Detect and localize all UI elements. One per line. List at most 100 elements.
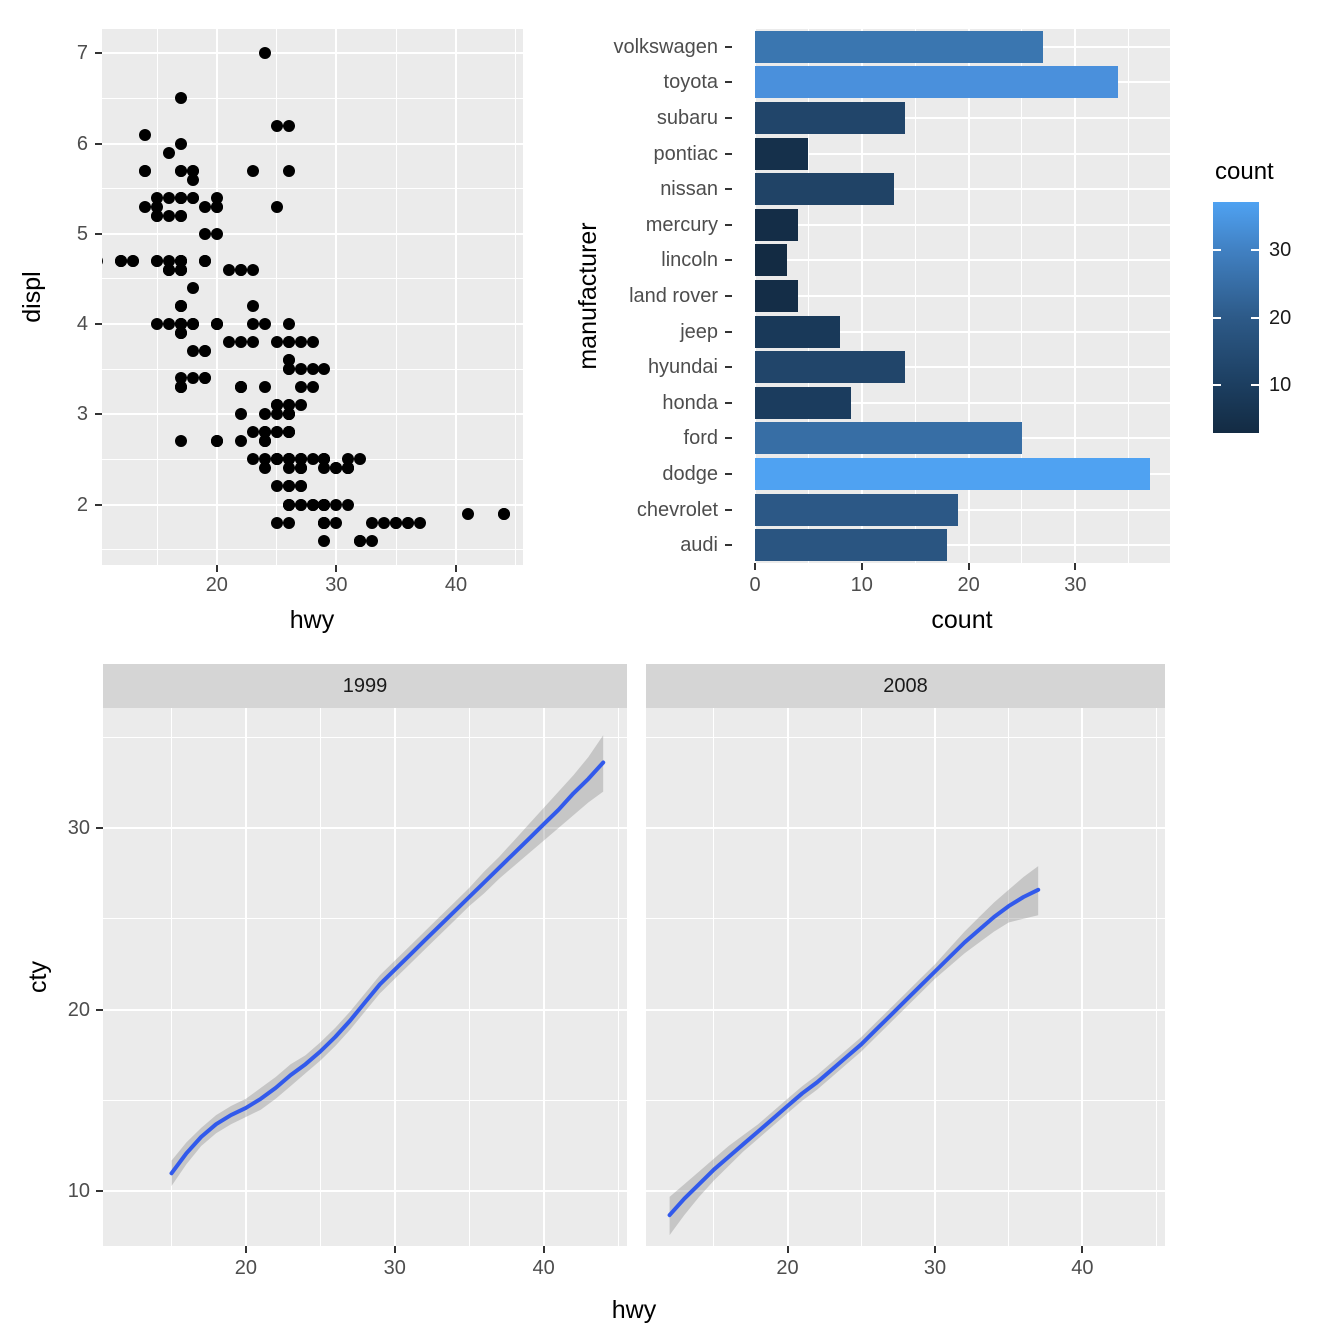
horizontal-gridline xyxy=(755,401,1170,404)
scatter-point xyxy=(246,318,259,331)
tick-mark xyxy=(95,142,102,145)
scatter-point xyxy=(222,336,235,349)
y-tick-label: 4 xyxy=(76,313,88,336)
tick-mark xyxy=(725,401,732,404)
y-tick-label: 5 xyxy=(76,222,88,245)
scatter-point xyxy=(282,453,295,466)
horizontal-gridline xyxy=(102,97,523,99)
bar xyxy=(755,280,798,312)
vertical-gridline xyxy=(1081,708,1084,1246)
confidence-ribbon xyxy=(171,735,604,1186)
scatter-point xyxy=(270,399,283,412)
horizontal-gridline xyxy=(102,278,523,280)
scatter-point xyxy=(258,408,271,421)
y-tick-label: 10 xyxy=(67,1180,90,1203)
facet-x-axis-title: hwy xyxy=(611,1296,657,1324)
scatter-point xyxy=(210,200,223,213)
scatter-point xyxy=(198,254,211,267)
x-tick-label: 20 xyxy=(957,574,980,596)
scatter-point xyxy=(139,164,152,177)
scatter-point xyxy=(318,498,331,511)
y-tick-label: 3 xyxy=(76,403,88,426)
scatter-point xyxy=(234,408,247,421)
tick-mark xyxy=(725,152,732,155)
scatter-point xyxy=(174,164,187,177)
x-tick-label: 20 xyxy=(776,1257,799,1279)
scatter-point xyxy=(162,318,175,331)
horizontal-gridline xyxy=(755,544,1170,547)
scatter-point xyxy=(282,480,295,493)
vertical-gridline xyxy=(393,708,396,1246)
scatter-point xyxy=(186,345,199,358)
vertical-gridline xyxy=(395,29,397,565)
category-label: volkswagen xyxy=(613,35,718,58)
scatter-point xyxy=(342,453,355,466)
horizontal-gridline xyxy=(103,1100,627,1102)
scatter-point xyxy=(174,318,187,331)
x-tick-label: 40 xyxy=(532,1257,555,1279)
category-label: audi xyxy=(680,534,718,557)
scatter-point xyxy=(306,381,319,394)
y-tick-label: 7 xyxy=(76,42,88,65)
tick-mark xyxy=(542,1246,545,1253)
scatter-point xyxy=(330,462,343,475)
scatter-point xyxy=(174,209,187,222)
horizontal-gridline xyxy=(103,736,627,738)
scatter-point xyxy=(258,435,271,448)
legend-tick xyxy=(1213,248,1221,251)
tick-mark xyxy=(96,826,103,829)
legend-tick-label: 20 xyxy=(1269,306,1292,329)
vertical-gridline xyxy=(914,29,916,563)
scatter-x-axis-title: hwy xyxy=(289,606,335,634)
tick-mark xyxy=(95,503,102,506)
smooth-layer xyxy=(169,735,606,1186)
category-label: pontiac xyxy=(653,142,719,165)
tick-mark xyxy=(95,413,102,416)
smooth-layer xyxy=(667,866,1041,1236)
horizontal-gridline xyxy=(102,413,523,416)
horizontal-gridline xyxy=(755,188,1170,191)
category-label: dodge xyxy=(662,463,718,485)
tick-mark xyxy=(215,565,218,572)
legend-tick xyxy=(1213,384,1221,387)
category-label: honda xyxy=(662,391,718,414)
scatter-point xyxy=(174,372,187,385)
scatter-point xyxy=(461,507,474,520)
y-tick-label: 20 xyxy=(67,998,90,1021)
tick-mark xyxy=(725,295,732,297)
scatter-point xyxy=(318,453,331,466)
scatter-point xyxy=(186,173,199,186)
scatter-point xyxy=(294,336,307,349)
vertical-gridline xyxy=(786,708,789,1246)
scatter-point xyxy=(246,426,259,439)
horizontal-gridline xyxy=(103,1008,627,1011)
tick-mark xyxy=(725,117,732,119)
category-label: toyota xyxy=(663,71,718,94)
scatter-point xyxy=(354,453,367,466)
scatter-panel xyxy=(102,29,523,565)
scatter-point xyxy=(258,381,271,394)
scatter-point xyxy=(306,336,319,349)
bar xyxy=(755,137,809,170)
scatter-point xyxy=(210,191,223,204)
scatter-point xyxy=(282,354,295,367)
scatter-point xyxy=(102,254,104,267)
bar xyxy=(755,458,1151,490)
legend-title: count xyxy=(1215,158,1274,185)
scatter-point xyxy=(246,263,259,276)
scatter-point xyxy=(258,462,271,475)
scatter-point xyxy=(186,318,199,331)
scatter-point xyxy=(174,327,187,340)
tick-mark xyxy=(725,437,732,440)
horizontal-gridline xyxy=(755,259,1170,262)
vertical-gridline xyxy=(617,708,619,1246)
vertical-gridline xyxy=(170,708,172,1246)
legend-tick xyxy=(1251,316,1259,319)
scatter-point xyxy=(151,200,164,213)
scatter-point xyxy=(294,480,307,493)
scatter-point xyxy=(186,281,199,294)
vertical-gridline xyxy=(335,29,338,565)
smooth-line xyxy=(169,760,606,1176)
scatter-point xyxy=(282,119,295,132)
scatter-point xyxy=(246,336,259,349)
